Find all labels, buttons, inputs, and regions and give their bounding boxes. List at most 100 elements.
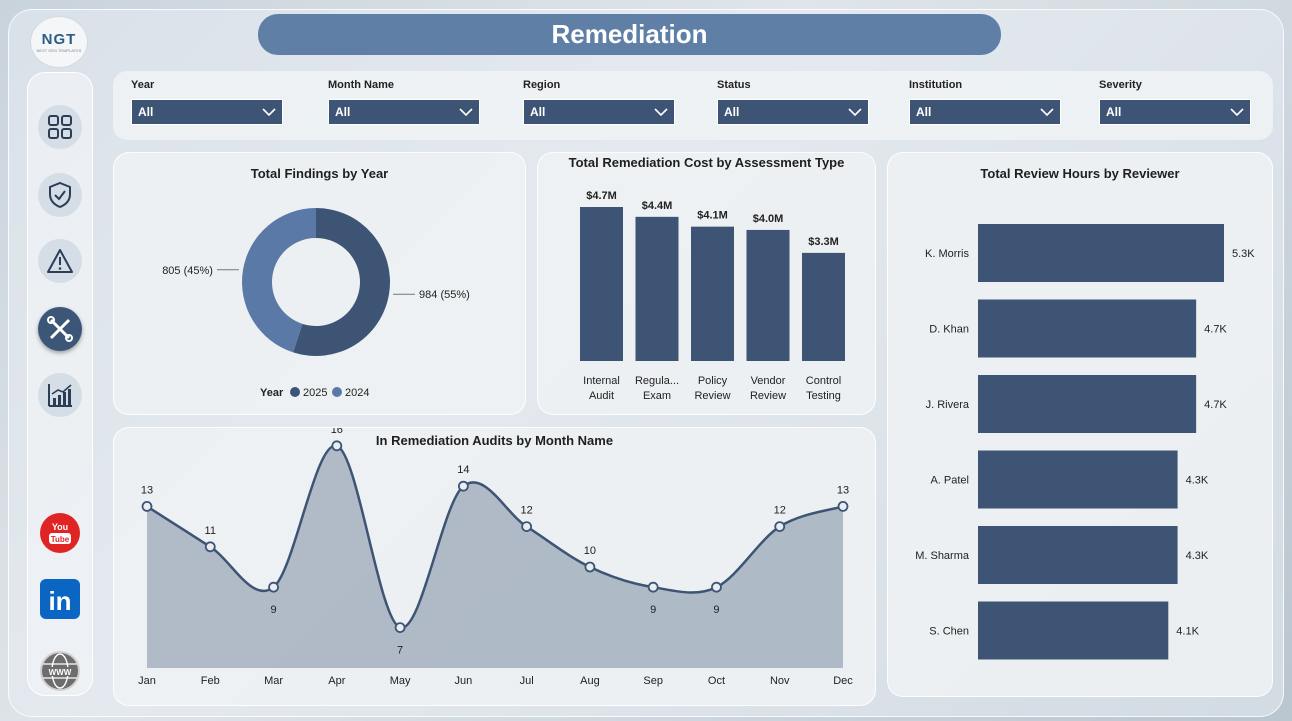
reviewer-data-label: 5.3K bbox=[1232, 248, 1255, 260]
reviewer-data-label: 4.1K bbox=[1176, 626, 1199, 638]
monthly-audits-card: In Remediation Audits by Month Name 13 Ja… bbox=[113, 427, 876, 706]
cost-data-label: $4.7M bbox=[586, 190, 617, 202]
nav-remediation-button[interactable] bbox=[38, 307, 82, 351]
dropdown-value: All bbox=[335, 105, 351, 119]
month-tick-label: Jan bbox=[138, 675, 156, 687]
cost-category-label: Review bbox=[694, 390, 730, 402]
monthly-area-chart: 13 Jan 11 Feb 9 Mar 16 Apr 7 May 14 Jun 12 Jul 10 Aug 9 S… bbox=[138, 428, 853, 687]
donut-data-label: 805 (45%) bbox=[162, 265, 213, 277]
point-data-label: 11 bbox=[205, 525, 216, 537]
cost-category-label: Internal bbox=[583, 375, 620, 387]
status-dropdown[interactable]: All bbox=[717, 99, 869, 125]
chart-title: Total Review Hours by Reviewer bbox=[980, 166, 1180, 181]
institution-dropdown[interactable]: All bbox=[909, 99, 1061, 125]
cost-by-type-card: Total Remediation Cost by Assessment Typ… bbox=[537, 152, 876, 415]
legend-marker bbox=[332, 387, 342, 397]
nav-overview-button[interactable] bbox=[38, 105, 82, 149]
bar-chart-icon bbox=[48, 384, 72, 407]
filter-severity: Severity All bbox=[1099, 79, 1251, 125]
nav-risk-button[interactable] bbox=[38, 239, 82, 283]
nav-compliance-button[interactable] bbox=[38, 173, 82, 217]
data-point bbox=[837, 501, 849, 512]
cost-bar bbox=[691, 226, 734, 361]
legend-label: 2024 bbox=[345, 387, 369, 399]
month-tick-label: Nov bbox=[770, 675, 790, 687]
chart-title: In Remediation Audits by Month Name bbox=[375, 433, 614, 448]
year-dropdown[interactable]: All bbox=[131, 99, 283, 125]
filter-label: Region bbox=[523, 79, 561, 91]
dropdown-value: All bbox=[138, 105, 154, 119]
month-tick-label: Oct bbox=[708, 675, 725, 687]
severity-dropdown[interactable]: All bbox=[1099, 99, 1251, 125]
cost-category-label: Vendor bbox=[751, 375, 786, 387]
logo-text: NGT bbox=[41, 31, 77, 48]
chevron-down-icon bbox=[1040, 108, 1054, 116]
reviewer-bar bbox=[978, 299, 1197, 358]
data-point bbox=[584, 561, 596, 573]
reviewer-data-label: 4.7K bbox=[1204, 399, 1227, 411]
cost-category-label: Exam bbox=[643, 390, 671, 402]
month-dropdown[interactable]: All bbox=[328, 99, 480, 125]
website-link[interactable]: WWW bbox=[38, 649, 82, 693]
reviewer-name-label: M. Sharma bbox=[915, 550, 970, 562]
web-icon: WWW bbox=[40, 651, 80, 691]
cost-category-label: Review bbox=[750, 390, 786, 402]
reviewer-bar bbox=[978, 601, 1169, 660]
chart-title: Total Findings by Year bbox=[250, 166, 389, 181]
data-point bbox=[394, 622, 406, 634]
logo: NGT NEXT GEN TEMPLATES bbox=[30, 16, 88, 68]
chevron-down-icon bbox=[654, 108, 668, 116]
point-data-label: 12 bbox=[521, 505, 533, 517]
filter-bar: Year All Month Name All Region All Statu… bbox=[113, 71, 1273, 140]
data-point bbox=[711, 581, 722, 593]
legend-label: 2025 bbox=[303, 387, 327, 399]
filter-year: Year All bbox=[131, 79, 283, 125]
area-fill bbox=[147, 445, 843, 668]
svg-text:Tube: Tube bbox=[51, 535, 70, 544]
region-dropdown[interactable]: All bbox=[523, 99, 675, 125]
dropdown-value: All bbox=[916, 105, 932, 119]
point-data-label: 14 bbox=[457, 464, 469, 476]
month-tick-label: Aug bbox=[580, 675, 600, 687]
findings-by-year-card: Total Findings by Year 984 (55%) 805 (45%… bbox=[113, 152, 526, 415]
point-data-label: 13 bbox=[141, 484, 153, 496]
month-tick-label: Apr bbox=[328, 675, 345, 687]
dropdown-value: All bbox=[1106, 105, 1122, 119]
donut-slice bbox=[241, 208, 316, 353]
dropdown-value: All bbox=[724, 105, 740, 119]
chevron-down-icon bbox=[262, 108, 276, 116]
donut-slice bbox=[293, 208, 390, 356]
reviewer-data-label: 4.3K bbox=[1186, 475, 1209, 487]
reviewer-bar-chart: K. Morris 5.3K D. Khan 4.7K J. Rivera 4.7K A. … bbox=[915, 224, 1255, 660]
filter-label: Severity bbox=[1099, 79, 1142, 91]
filter-status: Status All bbox=[717, 79, 869, 125]
chevron-down-icon bbox=[1230, 108, 1244, 116]
point-data-label: 10 bbox=[584, 545, 596, 557]
remediation-tools-icon bbox=[47, 316, 73, 342]
point-data-label: 9 bbox=[713, 604, 719, 616]
nav-analytics-button[interactable] bbox=[38, 373, 82, 417]
data-point bbox=[521, 521, 533, 532]
reviewer-name-label: J. Rivera bbox=[926, 399, 970, 411]
cost-data-label: $4.0M bbox=[753, 213, 784, 225]
reviewer-name-label: K. Morris bbox=[925, 248, 970, 260]
cost-data-label: $4.1M bbox=[697, 210, 728, 222]
page-title: Remediation bbox=[258, 14, 1001, 55]
dropdown-value: All bbox=[530, 105, 546, 119]
cost-data-label: $3.3M bbox=[808, 236, 839, 248]
cost-category-label: Policy bbox=[698, 375, 728, 387]
month-tick-label: Jun bbox=[454, 675, 472, 687]
linkedin-link[interactable]: in bbox=[38, 577, 82, 621]
month-tick-label: Feb bbox=[201, 675, 220, 687]
donut-chart: 984 (55%) 805 (45%) Year 2025 2024 bbox=[162, 208, 470, 399]
cost-bar bbox=[635, 216, 679, 361]
svg-text:in: in bbox=[48, 586, 71, 616]
data-point bbox=[647, 581, 659, 593]
reviewer-name-label: D. Khan bbox=[929, 324, 969, 336]
shield-check-icon bbox=[49, 181, 71, 209]
data-point bbox=[141, 501, 153, 512]
reviewer-bar bbox=[978, 450, 1178, 509]
grid-icon bbox=[48, 115, 72, 139]
cost-bar bbox=[746, 229, 790, 361]
youtube-link[interactable]: You Tube bbox=[38, 511, 82, 555]
